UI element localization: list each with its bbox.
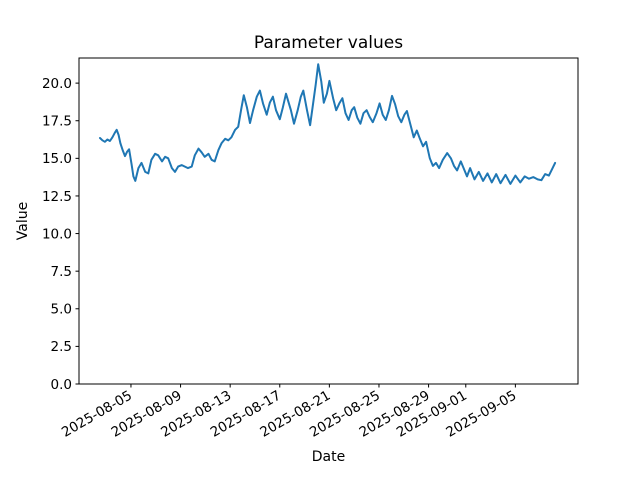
y-tick-label: 0.0 xyxy=(51,377,72,393)
y-tick-label: 2.5 xyxy=(51,339,72,355)
y-tick-label: 12.5 xyxy=(42,189,72,205)
y-tick-label: 20.0 xyxy=(42,76,72,92)
y-tick-label: 10.0 xyxy=(42,226,72,242)
plot-frame xyxy=(78,57,579,385)
y-tick-label: 5.0 xyxy=(51,302,72,318)
y-tick-label: 15.0 xyxy=(42,151,72,167)
y-tick-label: 7.5 xyxy=(51,264,72,280)
chart-title: Parameter values xyxy=(253,33,404,53)
data-line xyxy=(99,63,557,185)
y-tick-label: 17.5 xyxy=(42,114,72,130)
x-axis-label: Date xyxy=(311,449,346,465)
